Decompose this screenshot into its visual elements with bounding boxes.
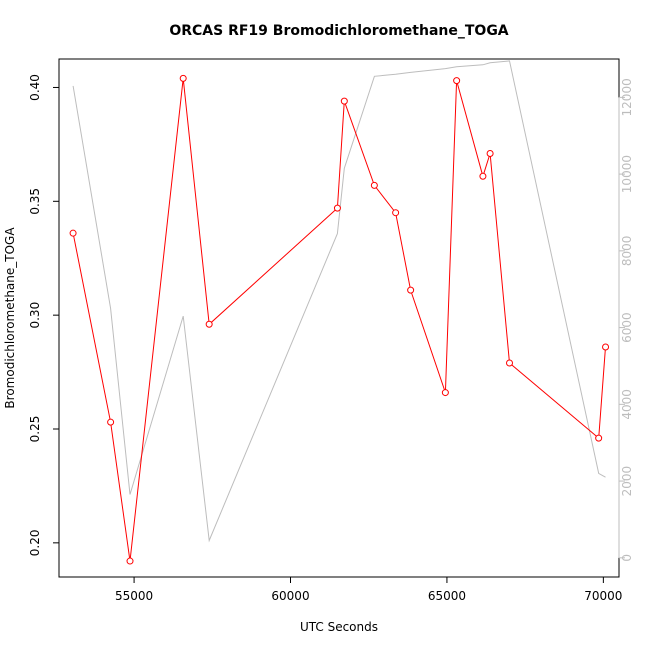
y2-tick-label: 2000: [620, 466, 634, 497]
data-point: [69, 229, 77, 237]
left-axis: 0.20 0.25 0.30 0.35 0.40: [28, 74, 60, 556]
y2-tick-label: 6000: [620, 312, 634, 343]
bottom-axis: 55000 60000 65000 70000: [115, 576, 622, 603]
data-point: [602, 343, 610, 351]
right-axis: 0 2000 4000 6000 8000 10000 12000: [618, 78, 634, 562]
x-tick-label: 60000: [271, 589, 309, 603]
data-point: [407, 286, 415, 294]
data-point: [333, 204, 341, 212]
y-tick-label: 0.25: [28, 416, 42, 443]
secondary-series-line: [72, 60, 606, 543]
chart-title: ORCAS RF19 Bromodichloromethane_TOGA: [169, 23, 508, 39]
data-point: [453, 77, 461, 85]
data-point: [392, 209, 400, 217]
x-axis-label: UTC Seconds: [300, 620, 378, 634]
data-point: [441, 389, 449, 397]
data-point: [340, 97, 348, 105]
y-tick-label: 0.30: [28, 302, 42, 329]
data-point: [205, 320, 213, 328]
y2-tick-label: 12000: [620, 78, 634, 116]
y-tick-label: 0.20: [28, 529, 42, 556]
data-point: [479, 172, 487, 180]
x-tick-label: 65000: [428, 589, 466, 603]
y2-tick-label: 8000: [620, 236, 634, 267]
y2-tick-label: 10000: [620, 155, 634, 193]
data-point: [506, 359, 514, 367]
y2-tick-label: 0: [620, 554, 634, 562]
data-point: [179, 74, 187, 82]
y-tick-label: 0.35: [28, 188, 42, 215]
y2-tick-label: 4000: [620, 389, 634, 420]
data-point: [370, 181, 378, 189]
y-tick-label: 0.40: [28, 74, 42, 101]
x-tick-label: 70000: [584, 589, 622, 603]
x-tick-label: 55000: [115, 589, 153, 603]
data-point: [126, 557, 134, 565]
data-point: [486, 149, 494, 157]
data-point: [595, 434, 603, 442]
y-axis-label: Bromodichloromethane_TOGA: [3, 227, 17, 409]
data-point: [107, 418, 115, 426]
series-layer: [69, 60, 610, 565]
